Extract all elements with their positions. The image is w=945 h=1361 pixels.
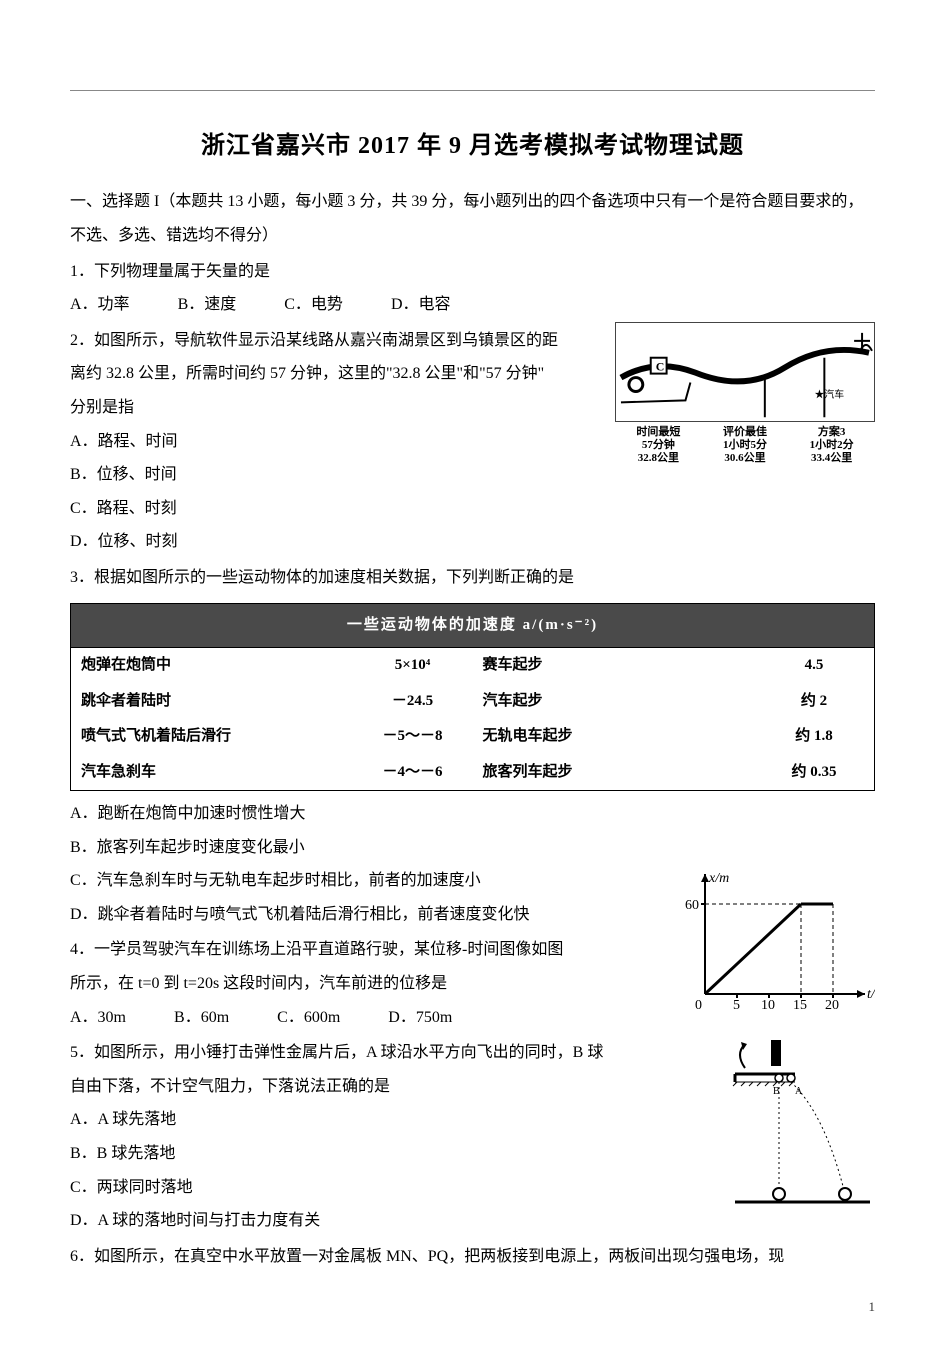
- q3-table-right: 赛车起步4.5 汽车起步约 2 无轨电车起步约 1.8 旅客列车起步约 0.35: [473, 648, 875, 790]
- q5-opt-b: B．B 球先落地: [70, 1137, 663, 1171]
- q5-stem-line1: 5．如图所示，用小锤打击弹性金属片后，A 球沿水平方向飞出的同时，B 球: [70, 1036, 663, 1070]
- q1-opt-a: A．功率: [70, 288, 130, 322]
- map-col1-h: 时间最短: [615, 426, 702, 439]
- q2-options-row2: C．路程、时刻 D．位移、时刻: [70, 492, 603, 559]
- q4-stem-line1: 4．一学员驾驶汽车在训练场上沿平直道路行驶，某位移-时间图像如图: [70, 933, 663, 967]
- q2-options-row1: A．路程、时间 B．位移、时间: [70, 425, 603, 492]
- xt-graph-icon: x/m t/s 60 0 5 10 15 20: [675, 864, 875, 1014]
- map-col3-h: 方案3: [788, 426, 875, 439]
- cell: 跳伞者着陆时: [81, 686, 363, 718]
- q2-map-figure: C ★汽车 时间最短 57分钟 32.8公里 评价最佳 1小时5分 30.6公里…: [615, 322, 875, 466]
- q1-opt-c: C．电势: [284, 288, 343, 322]
- q4-opt-c: C．600m: [277, 1001, 340, 1035]
- map-col3-t1: 1小时2分: [788, 439, 875, 452]
- y-tick-60: 60: [685, 898, 699, 913]
- q2-stem-line2: 离约 32.8 公里，所需时间约 57 分钟，这里的"32.8 公里"和"57 …: [70, 357, 603, 391]
- q5-opt-d: D．A 球的落地时间与打击力度有关: [70, 1204, 663, 1238]
- q3-table: 一些运动物体的加速度 a/(m·s⁻²) 炮弹在炮筒中5×10⁴ 跳伞者着陆时－…: [70, 603, 875, 792]
- cell: 喷气式飞机着陆后滑行: [81, 721, 363, 753]
- cell: 炮弹在炮筒中: [81, 650, 363, 682]
- q4-options: A．30m B．60m C．600m D．750m: [70, 1001, 663, 1035]
- q1-opt-d: D．电容: [391, 288, 451, 322]
- x-tick-20: 20: [825, 998, 839, 1013]
- q4-opt-d: D．750m: [388, 1001, 452, 1035]
- q4-opt-b: B．60m: [174, 1001, 229, 1035]
- section1-heading: 一、选择题 I（本题共 13 小题，每小题 3 分，共 39 分，每小题列出的四…: [70, 185, 875, 252]
- q3-table-left: 炮弹在炮筒中5×10⁴ 跳伞者着陆时－24.5 喷气式飞机着陆后滑行－5～－8 …: [71, 648, 473, 790]
- q5-opt-c: C．两球同时落地: [70, 1171, 663, 1205]
- x-tick-5: 5: [733, 998, 740, 1013]
- map-col-1: 时间最短 57分钟 32.8公里: [615, 426, 702, 466]
- map-col2-t1: 1小时5分: [702, 439, 789, 452]
- cell: 约 0.35: [764, 757, 864, 789]
- q6-stem: 6．如图所示，在真空中水平放置一对金属板 MN、PQ，把两板接到电源上，两板间出…: [70, 1240, 875, 1274]
- svg-text:0: 0: [695, 998, 702, 1013]
- cell: 无轨电车起步: [483, 721, 765, 753]
- q5-block: 5．如图所示，用小锤打击弹性金属片后，A 球沿水平方向飞出的同时，B 球 自由下…: [70, 1034, 875, 1238]
- map-col3-t2: 33.4公里: [788, 452, 875, 465]
- cell: 约 2: [764, 686, 864, 718]
- svg-text:A: A: [795, 1086, 803, 1097]
- q2-stem-line3: 分别是指: [70, 391, 603, 425]
- page-title: 浙江省嘉兴市 2017 年 9 月选考模拟考试物理试题: [70, 121, 875, 171]
- q3-table-header: 一些运动物体的加速度 a/(m·s⁻²): [71, 604, 874, 649]
- map-svg-icon: C ★汽车: [616, 323, 874, 422]
- q2-opt-b: B．位移、时间: [70, 458, 310, 492]
- q3-opt-c: C．汽车急刹车时与无轨电车起步时相比，前者的加速度小: [70, 864, 663, 898]
- q5-figure: B A: [675, 1034, 875, 1227]
- x-tick-15: 15: [793, 998, 807, 1013]
- q1-opt-b: B．速度: [178, 288, 237, 322]
- cell: －24.5: [363, 686, 463, 718]
- q4-graph-figure: x/m t/s 60 0 5 10 15 20: [675, 864, 875, 1027]
- q1-stem: 1．下列物理量属于矢量的是: [70, 255, 875, 289]
- map-col1-t1: 57分钟: [615, 439, 702, 452]
- map-col2-t2: 30.6公里: [702, 452, 789, 465]
- map-col-3: 方案3 1小时2分 33.4公里: [788, 426, 875, 466]
- map-icon: C ★汽车: [615, 322, 875, 422]
- q3q4-row: C．汽车急刹车时与无轨电车起步时相比，前者的加速度小 D．跳伞者着陆时与喷气式飞…: [70, 864, 875, 1034]
- q5-opt-a: A．A 球先落地: [70, 1103, 663, 1137]
- q3-stem: 3．根据如图所示的一些运动物体的加速度相关数据，下列判断正确的是: [70, 561, 875, 595]
- map-col-2: 评价最佳 1小时5分 30.6公里: [702, 426, 789, 466]
- q4-opt-a: A．30m: [70, 1001, 126, 1035]
- cell: 旅客列车起步: [483, 757, 765, 789]
- map-columns: 时间最短 57分钟 32.8公里 评价最佳 1小时5分 30.6公里 方案3 1…: [615, 426, 875, 466]
- y-axis-label: x/m: [708, 871, 729, 886]
- q4-stem-line2: 所示，在 t=0 到 t=20s 这段时间内，汽车前进的位移是: [70, 967, 663, 1001]
- cell: 汽车急刹车: [81, 757, 363, 789]
- q2-block: 2．如图所示，导航软件显示沿某线路从嘉兴南湖景区到乌镇景区的距 离约 32.8 …: [70, 322, 875, 559]
- map-col1-t2: 32.8公里: [615, 452, 702, 465]
- q2-opt-c: C．路程、时刻: [70, 492, 310, 526]
- cell: －5～－8: [363, 721, 463, 753]
- x-tick-10: 10: [761, 998, 775, 1013]
- q5-stem-line2: 自由下落，不计空气阻力，下落说法正确的是: [70, 1070, 663, 1104]
- cell: 汽车起步: [483, 686, 765, 718]
- cell: 赛车起步: [483, 650, 765, 682]
- q2-opt-d: D．位移、时刻: [70, 525, 310, 559]
- cell: 5×10⁴: [363, 650, 463, 682]
- drop-experiment-icon: B A: [675, 1034, 875, 1214]
- q3-opt-d: D．跳伞者着陆时与喷气式飞机着陆后滑行相比，前者速度变化快: [70, 898, 663, 932]
- cell: 约 1.8: [764, 721, 864, 753]
- q3-opt-b: B．旅客列车起步时速度变化最小: [70, 831, 875, 865]
- cell: －4～－6: [363, 757, 463, 789]
- cell: 4.5: [764, 650, 864, 682]
- q2-opt-a: A．路程、时间: [70, 425, 310, 459]
- svg-text:★汽车: ★汽车: [814, 387, 844, 400]
- q3-opt-a: A．跑断在炮筒中加速时惯性增大: [70, 797, 875, 831]
- q1-options: A．功率 B．速度 C．电势 D．电容: [70, 288, 875, 322]
- svg-text:C: C: [656, 359, 665, 373]
- q2-stem-line1: 2．如图所示，导航软件显示沿某线路从嘉兴南湖景区到乌镇景区的距: [70, 324, 603, 358]
- x-axis-label: t/s: [867, 987, 875, 1002]
- top-rule: [70, 90, 875, 91]
- map-col2-h: 评价最佳: [702, 426, 789, 439]
- page-number: 1: [70, 1293, 875, 1320]
